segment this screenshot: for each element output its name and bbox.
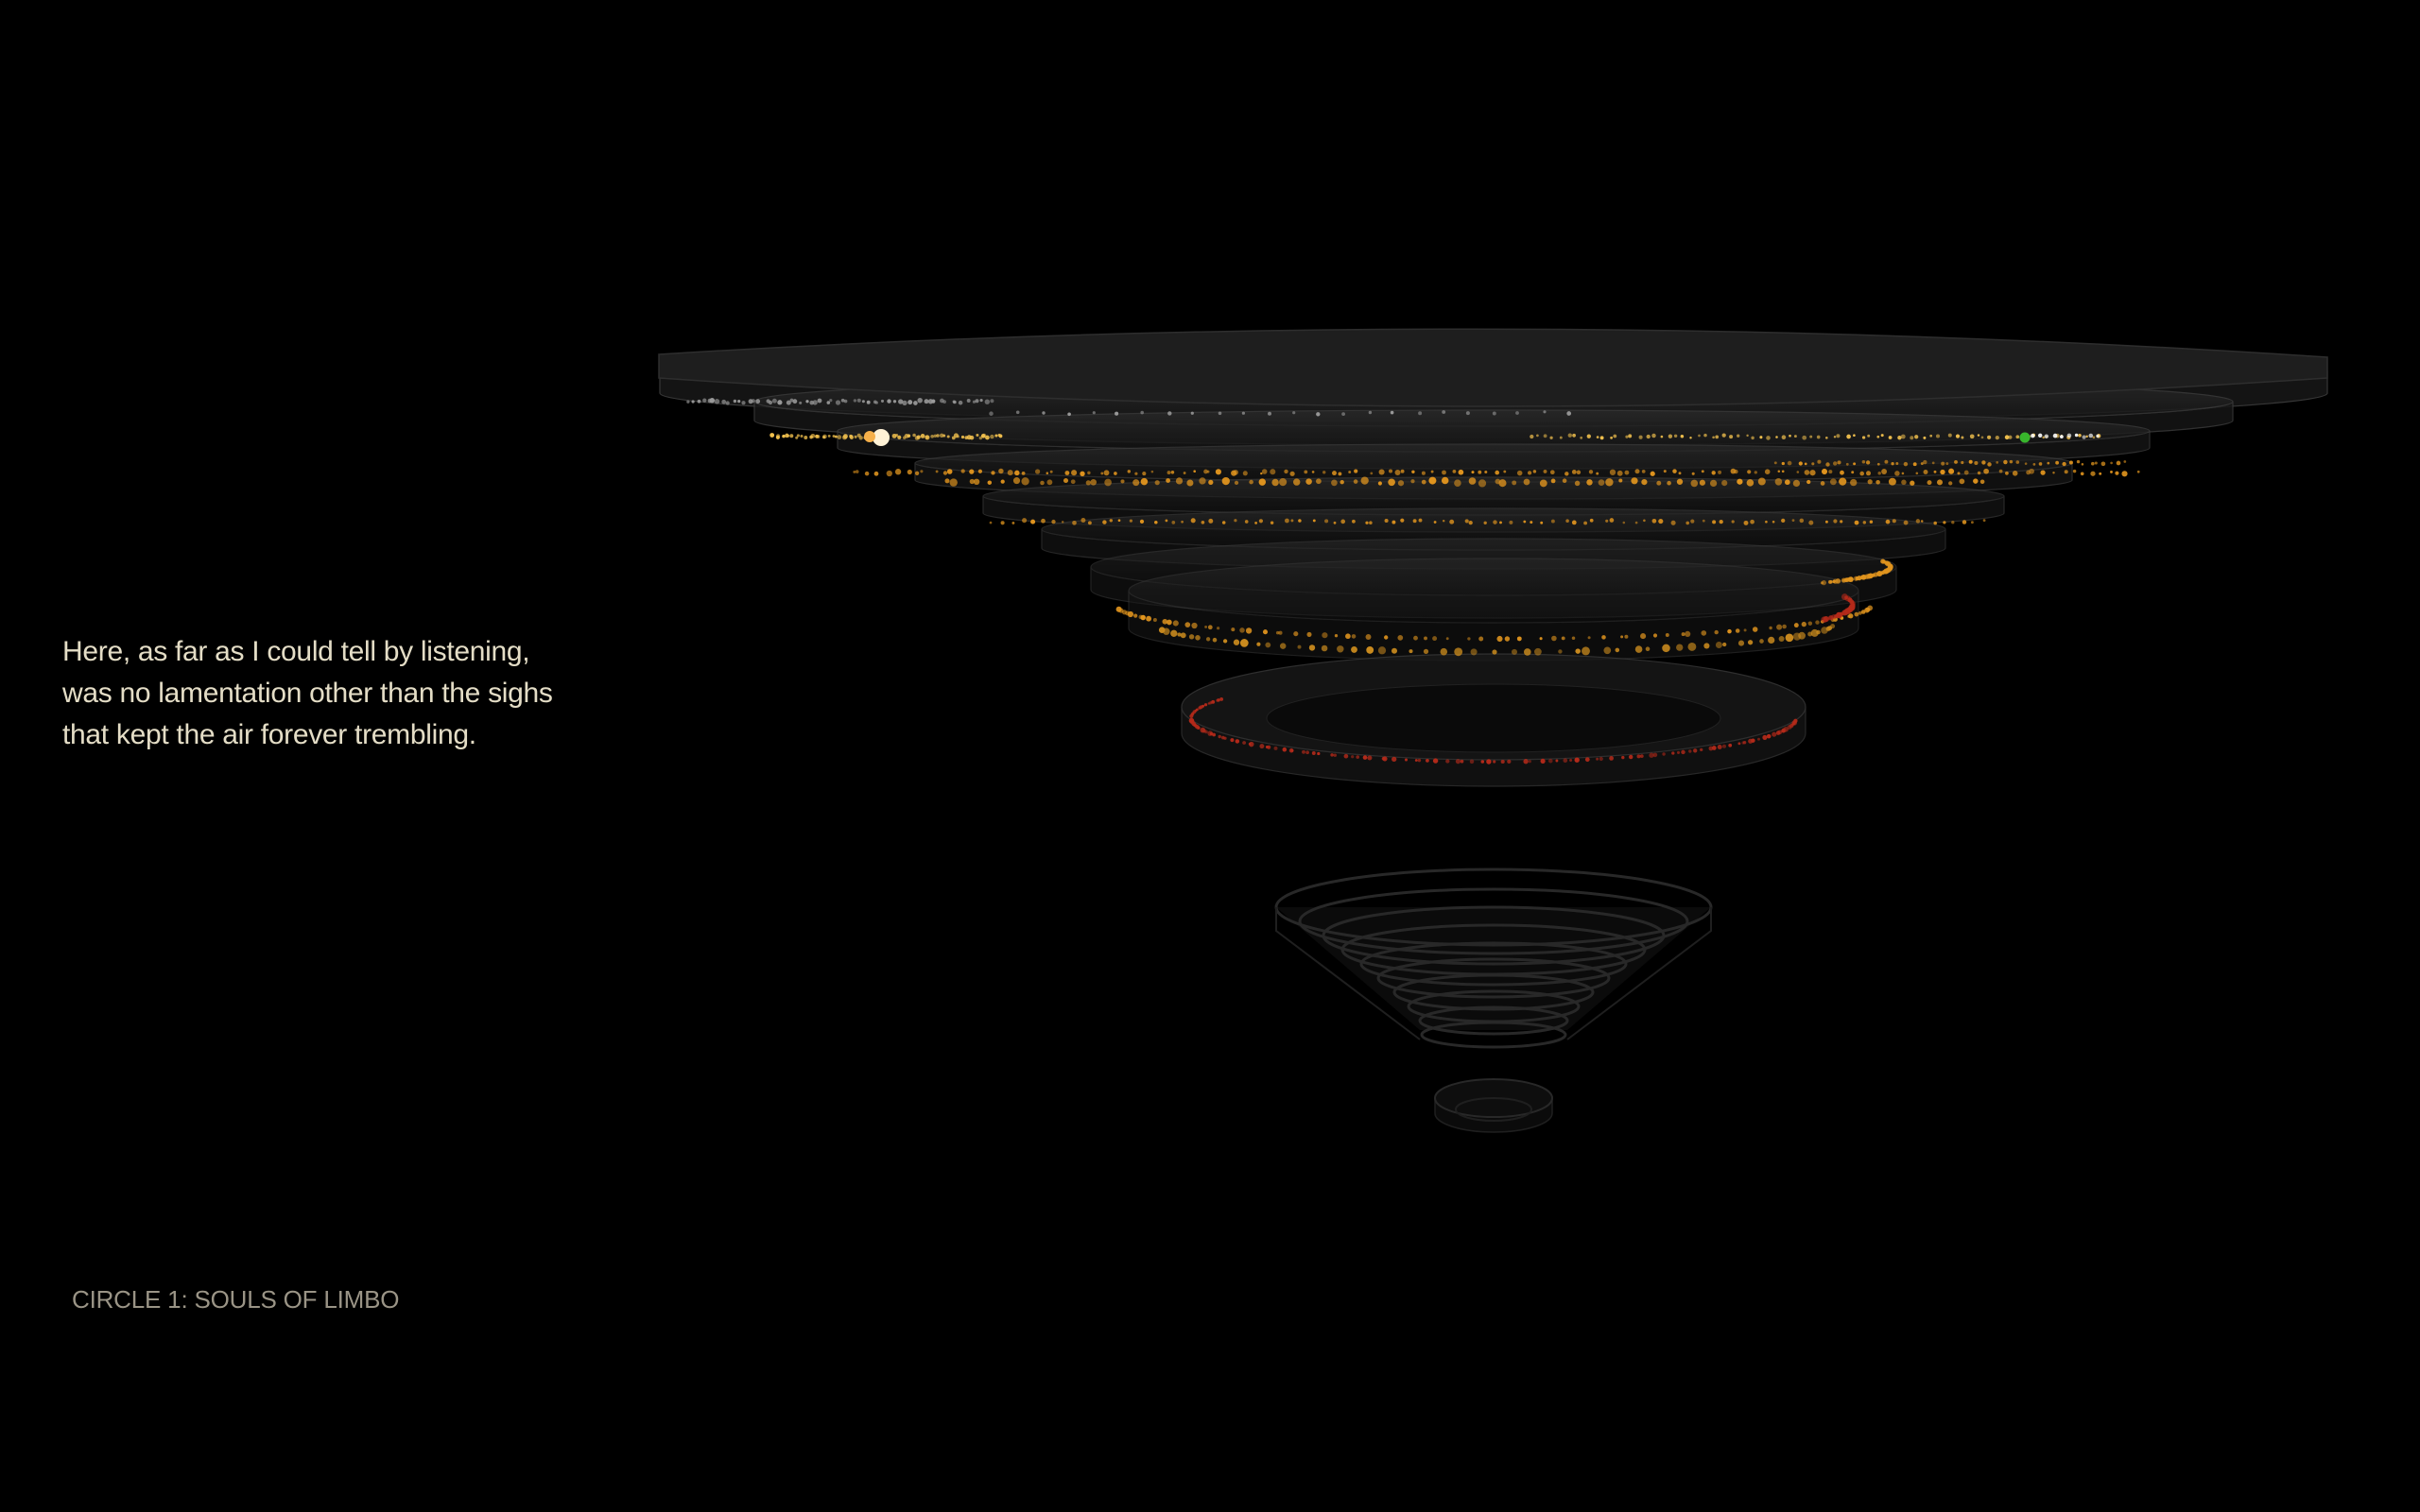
green-soul[interactable] xyxy=(2019,432,2031,443)
quote-line-1: Here, as far as I could tell by listenin… xyxy=(62,636,530,667)
circle-title: CIRCLE 1: SOULS OF LIMBO xyxy=(72,1285,400,1314)
quote-line-3: that kept the air forever trembling. xyxy=(62,719,476,750)
top-plate xyxy=(658,328,2328,407)
lower-funnel xyxy=(1274,868,1713,1049)
ledge-8 xyxy=(1128,558,1859,662)
cocytus-ring xyxy=(1434,1078,1553,1133)
souls-layer xyxy=(686,397,2140,765)
circle-rings xyxy=(658,328,2328,1133)
dante-quote: Here, as far as I could tell by listenin… xyxy=(62,631,648,756)
highlight-soul[interactable] xyxy=(873,429,890,446)
ledge-violent xyxy=(1181,653,1806,787)
quote-line-2: was no lamentation other than the sighs xyxy=(62,678,553,709)
